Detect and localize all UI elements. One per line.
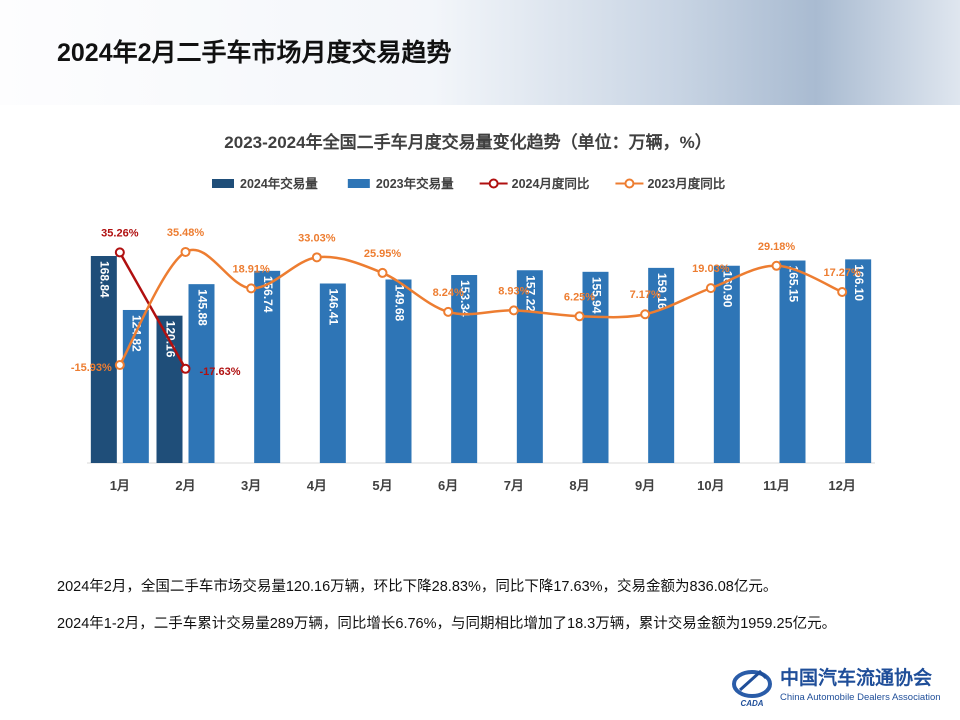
- bar: [254, 270, 281, 463]
- line-marker: [246, 283, 257, 294]
- logo: CADA 中国汽车流通协会 China Automobile Dealers A…: [732, 666, 941, 708]
- bar: [188, 284, 215, 463]
- line-marker: [443, 306, 454, 317]
- line-label: -15.93%: [71, 362, 112, 374]
- bar: [582, 271, 609, 463]
- legend-label: 2023年交易量: [376, 176, 454, 191]
- line-marker: [180, 363, 191, 374]
- line-label: 8.24%: [433, 287, 464, 299]
- bar-label: 145.88: [195, 289, 209, 326]
- bar: [385, 279, 412, 463]
- chart-title: 2023-2024年全国二手车月度交易量变化趋势（单位：万辆，%）: [224, 132, 711, 152]
- line-marker: [180, 246, 191, 257]
- bar-label: 168.84: [98, 261, 112, 298]
- bar-label: 166.10: [852, 264, 866, 301]
- bar-label: 146.41: [327, 289, 341, 326]
- logo-mark: [732, 670, 772, 698]
- logo-abbr: CADA: [740, 699, 763, 708]
- legend-label: 2023月度同比: [647, 176, 725, 191]
- line-marker: [508, 305, 519, 316]
- x-tick-label: 7月: [504, 478, 524, 493]
- legend-swatch: [488, 178, 499, 189]
- bar: [516, 270, 543, 463]
- x-tick-label: 9月: [635, 478, 655, 493]
- bar: [122, 309, 149, 463]
- x-tick-label: 5月: [372, 478, 392, 493]
- bar-label: 157.22: [524, 275, 538, 312]
- line-label: 33.03%: [298, 232, 336, 244]
- bar: [845, 259, 872, 463]
- line-label: 29.18%: [758, 241, 796, 253]
- x-tick-label: 3月: [241, 478, 261, 493]
- slide-title: 2024年2月二手车市场月度交易趋势: [57, 39, 452, 67]
- bar-label: 155.94: [589, 277, 603, 314]
- x-tick-label: 1月: [110, 478, 130, 493]
- logo-mark: [738, 669, 768, 692]
- line-label: 6.25%: [564, 291, 595, 303]
- line-marker: [574, 311, 585, 322]
- bar: [451, 275, 478, 463]
- line-label: 25.95%: [364, 248, 402, 260]
- line-marker: [114, 247, 125, 258]
- line-label: 7.17%: [630, 289, 661, 301]
- x-tick-label: 4月: [307, 478, 327, 493]
- bar: [713, 265, 740, 463]
- x-tick-label: 2月: [175, 478, 195, 493]
- x-tick-label: 10月: [697, 478, 724, 493]
- line-marker: [114, 360, 125, 371]
- note: 2024年1-2月，二手车累计交易量289万辆，同比增长6.76%，与同期相比增…: [57, 616, 837, 632]
- line-label: 18.91%: [233, 263, 271, 275]
- bar-label: 159.16: [655, 273, 669, 310]
- line-label: -17.63%: [200, 366, 241, 378]
- line-marker: [705, 283, 716, 294]
- x-tick-label: 6月: [438, 478, 458, 493]
- bar-label: 153.34: [458, 280, 472, 317]
- line-marker: [771, 260, 782, 271]
- line-label: 19.03%: [692, 263, 730, 275]
- bar-label: 165.15: [786, 266, 800, 303]
- x-tick-label: 12月: [828, 478, 855, 493]
- bar: [319, 283, 346, 463]
- legend-label: 2024年交易量: [240, 176, 318, 191]
- legend-swatch: [347, 179, 370, 188]
- line-marker: [640, 309, 651, 320]
- note: 2024年2月，全国二手车市场交易量120.16万辆，环比下降28.83%，同比…: [57, 579, 778, 595]
- line: [118, 251, 187, 370]
- line-marker: [377, 267, 388, 278]
- line-label: 35.26%: [101, 227, 139, 239]
- bar-label: 160.90: [721, 271, 735, 308]
- x-tick-label: 11月: [763, 478, 790, 493]
- logo-english: China Automobile Dealers Association: [780, 692, 941, 703]
- legend-label: 2024月度同比: [512, 176, 590, 191]
- line-marker: [837, 287, 848, 298]
- legend-swatch: [624, 178, 635, 189]
- logo-name: 中国汽车流通协会: [780, 666, 932, 689]
- line-label: 17.27%: [824, 267, 862, 279]
- bar-label: 149.68: [392, 284, 406, 321]
- bar: [648, 267, 675, 463]
- chart: 2023-2024年全国二手车月度交易量变化趋势（单位：万辆，%） 1月 2月 3月…: [71, 132, 875, 493]
- line-label: 8.93%: [498, 285, 529, 297]
- bar: [779, 260, 806, 463]
- line-marker: [311, 252, 322, 263]
- header: 2024年2月二手车市场月度交易趋势: [0, 0, 960, 105]
- x-tick-label: 8月: [569, 478, 589, 493]
- line-label: 35.48%: [167, 227, 205, 239]
- legend-swatch: [212, 179, 234, 188]
- bar: [90, 256, 117, 463]
